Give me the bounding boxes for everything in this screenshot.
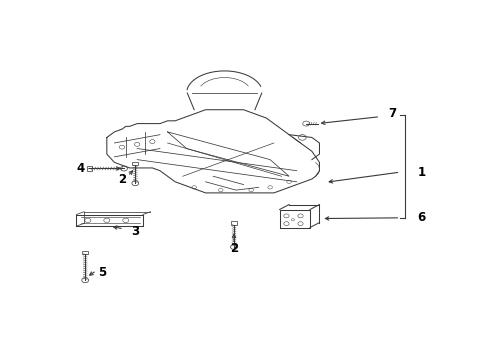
Text: 2: 2 [118,172,126,185]
Text: 6: 6 [417,211,425,224]
Text: 4: 4 [77,162,85,175]
Bar [82,251,88,254]
Text: 3: 3 [131,225,139,238]
Text: 5: 5 [98,266,106,279]
Text: 2: 2 [230,242,238,255]
Bar [231,221,237,225]
Text: 1: 1 [417,166,425,179]
Bar [87,166,92,171]
Bar [132,162,138,165]
Text: 7: 7 [389,107,396,120]
